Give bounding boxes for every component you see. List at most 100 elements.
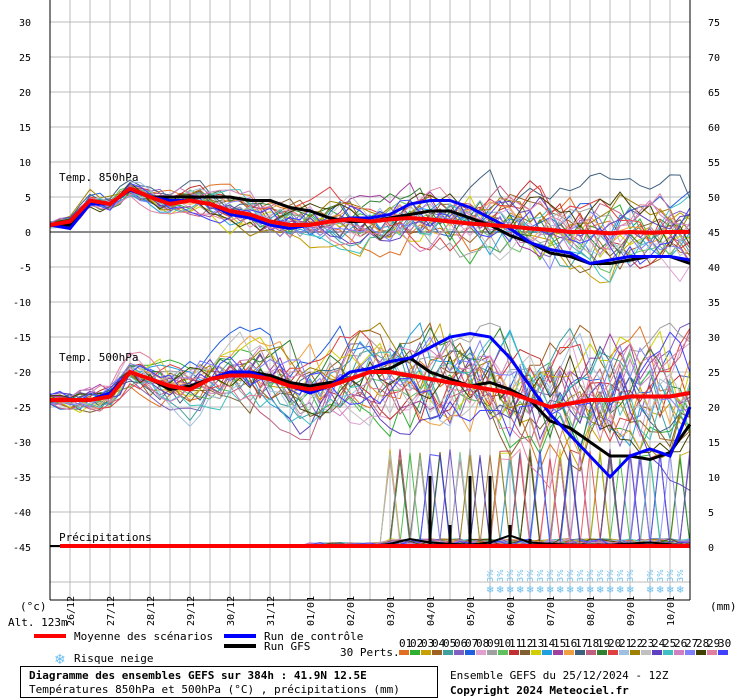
pert-number: 07 bbox=[465, 637, 478, 650]
snowflake-icon: ❄ bbox=[516, 585, 524, 596]
snow-risk-marker: 3% ❄ bbox=[566, 569, 575, 596]
perturbation-legend: 0102030405060708091011121314151617181920… bbox=[399, 637, 731, 655]
snowflake-icon: ❄ bbox=[596, 585, 604, 596]
left-tick-label: 5 bbox=[25, 193, 31, 204]
snow-percent-label: 3% bbox=[566, 569, 575, 582]
pert-number: 27 bbox=[685, 637, 698, 650]
snow-percent-label: 3% bbox=[556, 569, 565, 582]
main-series bbox=[49, 186, 692, 548]
left-tick-label: -20 bbox=[13, 368, 31, 379]
ensemble-500-line bbox=[49, 357, 691, 491]
pert-color-swatch bbox=[674, 650, 684, 655]
legend-gfs-label: Run GFS bbox=[264, 640, 310, 653]
pert-number: 28 bbox=[696, 637, 709, 650]
snowflake-icon: ❄ bbox=[536, 585, 544, 596]
snowflake-icon: ❄ bbox=[566, 585, 574, 596]
right-tick-label: 35 bbox=[708, 298, 720, 309]
pert-color-swatch bbox=[619, 650, 629, 655]
pert-color-swatch bbox=[641, 650, 651, 655]
snowflake-icon: ❄ bbox=[676, 585, 684, 596]
pert-number: 02 bbox=[410, 637, 423, 650]
pert-color-swatch bbox=[707, 650, 717, 655]
pert-color-swatch bbox=[476, 650, 486, 655]
ensemble-850-line bbox=[49, 186, 691, 250]
snow-percent-label: 3% bbox=[486, 569, 495, 582]
pert-number: 15 bbox=[553, 637, 566, 650]
legend-snow-label: Risque neige bbox=[74, 652, 153, 665]
snowflake-icon: ❄ bbox=[546, 585, 554, 596]
snow-risk-marker: 3% ❄ bbox=[516, 569, 525, 596]
pert-color-swatch bbox=[564, 650, 574, 655]
pert-number: 05 bbox=[443, 637, 456, 650]
snow-risk-marker: 3% ❄ bbox=[616, 569, 625, 596]
chart-subtitle: Températures 850hPa et 500hPa (°C) , pré… bbox=[29, 683, 400, 696]
snow-risk-marker: 3% ❄ bbox=[536, 569, 545, 596]
legend-perts-label: 30 Perts. bbox=[340, 646, 400, 659]
pert-color-swatch bbox=[421, 650, 431, 655]
copyright: Copyright 2024 Meteociel.fr bbox=[450, 684, 629, 697]
snow-percent-label: 3% bbox=[546, 569, 555, 582]
right-tick-label: 25 bbox=[708, 368, 720, 379]
pert-number: 21 bbox=[619, 637, 632, 650]
left-tick-label: -10 bbox=[13, 298, 31, 309]
ensemble-500-line bbox=[49, 331, 691, 441]
ensemble-500-line bbox=[49, 331, 691, 438]
snow-risk-marker: 3% ❄ bbox=[506, 569, 515, 596]
right-tick-label: 65 bbox=[708, 88, 720, 99]
run-info: Ensemble GEFS du 25/12/2024 - 12Z Copyri… bbox=[450, 668, 669, 698]
pert-color-swatch bbox=[509, 650, 519, 655]
pert-number: 26 bbox=[674, 637, 687, 650]
chart-title: Diagramme des ensembles GEFS sur 384h : … bbox=[29, 669, 367, 682]
snow-percent-label: 3% bbox=[516, 569, 525, 582]
ensemble-850-line bbox=[49, 187, 691, 245]
legend-control-label: Run de contrôle bbox=[264, 630, 363, 643]
ensemble-850-line bbox=[49, 168, 691, 240]
snowflake-icon: ❄ bbox=[656, 585, 664, 596]
left-tick-label: 15 bbox=[19, 123, 31, 134]
snowflake-icon: ❄ bbox=[646, 585, 654, 596]
snowflake-icon: ❄ bbox=[576, 585, 584, 596]
label-precip: Précipitations bbox=[59, 531, 152, 544]
ensemble-500-line bbox=[49, 322, 691, 424]
pert-number: 12 bbox=[520, 637, 533, 650]
legend-mean-label: Moyenne des scénarios bbox=[74, 630, 213, 643]
snow-percent-label: 3% bbox=[626, 569, 635, 582]
pert-color-swatch bbox=[663, 650, 673, 655]
right-tick-label: 30 bbox=[708, 333, 720, 344]
snow-risk-marker: 3% ❄ bbox=[486, 569, 495, 596]
date-tick-label: 27/12 bbox=[106, 596, 117, 626]
date-tick-label: 10/01 bbox=[666, 596, 677, 626]
pert-color-swatch bbox=[498, 650, 508, 655]
snow-risk-marker: 3% ❄ bbox=[556, 569, 565, 596]
date-tick-label: 01/01 bbox=[306, 596, 317, 626]
pert-number: 13 bbox=[531, 637, 544, 650]
ensemble-500-line bbox=[49, 337, 691, 449]
pert-number: 14 bbox=[542, 637, 556, 650]
left-tick-label: -30 bbox=[13, 438, 31, 449]
altitude-label: Alt. 123m bbox=[8, 616, 68, 629]
pert-color-swatch bbox=[542, 650, 552, 655]
left-tick-label: -35 bbox=[13, 473, 31, 484]
pert-color-swatch bbox=[399, 650, 409, 655]
pert-color-swatch bbox=[553, 650, 563, 655]
right-tick-label: 60 bbox=[708, 123, 720, 134]
pert-number: 17 bbox=[575, 637, 588, 650]
ensemble-850-line bbox=[49, 194, 691, 258]
right-tick-label: 10 bbox=[708, 473, 720, 484]
snow-risk-marker: 3% ❄ bbox=[576, 569, 585, 596]
pert-color-swatch bbox=[410, 650, 420, 655]
pert-color-swatch bbox=[718, 650, 728, 655]
snowflake-icon: ❄ bbox=[526, 585, 534, 596]
snowflake-icon: ❄ bbox=[556, 585, 564, 596]
pert-number: 16 bbox=[564, 637, 577, 650]
date-tick-label: 28/12 bbox=[146, 596, 157, 626]
right-tick-label: 70 bbox=[708, 53, 720, 64]
pert-color-swatch bbox=[630, 650, 640, 655]
pert-number: 29 bbox=[707, 637, 720, 650]
snow-risk-marker: 3% ❄ bbox=[666, 569, 675, 596]
pert-number: 08 bbox=[476, 637, 489, 650]
ensemble-500-line bbox=[49, 330, 691, 444]
snow-risk-marker: 3% ❄ bbox=[526, 569, 535, 596]
date-tick-label: 08/01 bbox=[586, 596, 597, 626]
pert-color-swatch bbox=[465, 650, 475, 655]
